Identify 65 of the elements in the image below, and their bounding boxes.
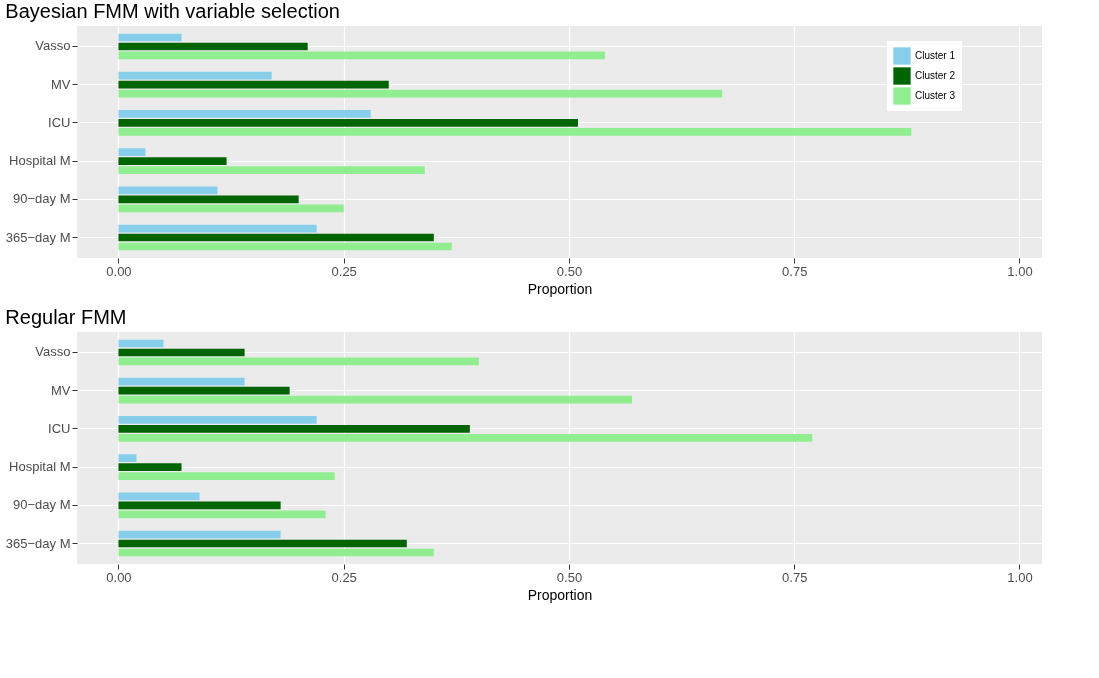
bar [118,539,407,548]
bar [118,386,290,395]
y-tick-label: 90−day M [13,497,71,513]
y-tick-label: MV [51,76,71,92]
bar [118,348,245,357]
bar [118,377,245,386]
bar [118,128,912,136]
y-tick-label: Vasso [35,38,71,54]
bar [118,224,317,233]
bar [118,510,326,519]
bar [118,357,479,366]
bar [118,472,335,480]
y-tick-label: 365−day M [5,535,71,551]
x-axis-title: Proportion [527,280,593,297]
y-tick-label: 365−day M [5,229,71,245]
chart-title: Bayesian FMM with variable selection [5,0,340,22]
x-tick-label: 1.00 [1007,263,1033,279]
bar [118,51,605,60]
bar [118,463,182,471]
bar [118,425,470,433]
bar [118,548,434,557]
y-tick-label: 90−day M [13,191,71,207]
y-tick-label: ICU [48,420,71,436]
legend-label: Cluster 1 [915,50,956,61]
y-tick-label: MV [51,382,71,398]
bar [118,195,299,204]
legend-label: Cluster 2 [915,70,956,81]
legend-label: Cluster 3 [915,90,956,101]
x-axis-title: Proportion [527,586,593,603]
x-tick-label: 0.50 [556,263,583,279]
x-tick-label: 1.00 [1007,569,1033,585]
bar [118,454,137,462]
y-tick-label: Vasso [35,344,71,360]
bar [118,89,723,98]
bar [118,242,452,251]
x-tick-label: 0.75 [782,263,808,279]
bar [118,395,633,404]
bar [118,434,813,442]
bar [118,166,425,174]
x-tick-label: 0.25 [331,569,357,585]
y-tick-label: Hospital M [9,459,71,475]
bar [118,492,200,501]
y-tick-label: ICU [48,114,71,130]
bar [118,33,182,42]
bar [118,204,344,213]
bar [118,416,317,424]
bar [118,530,281,539]
x-tick-label: 0.50 [556,569,583,585]
bar [118,148,146,156]
bar [118,71,272,80]
bar [118,501,281,510]
x-tick-label: 0.75 [782,569,808,585]
x-tick-label: 0.00 [106,569,132,585]
bar [118,110,371,118]
bar [118,42,308,51]
chart-title: Regular FMM [5,306,127,328]
bar [118,157,227,165]
y-tick-label: Hospital M [9,153,71,169]
bar [118,186,218,195]
x-tick-label: 0.00 [106,263,132,279]
bar [118,233,434,242]
bar [118,119,578,127]
bar [118,339,164,348]
x-tick-label: 0.25 [331,263,357,279]
bar [118,80,389,89]
